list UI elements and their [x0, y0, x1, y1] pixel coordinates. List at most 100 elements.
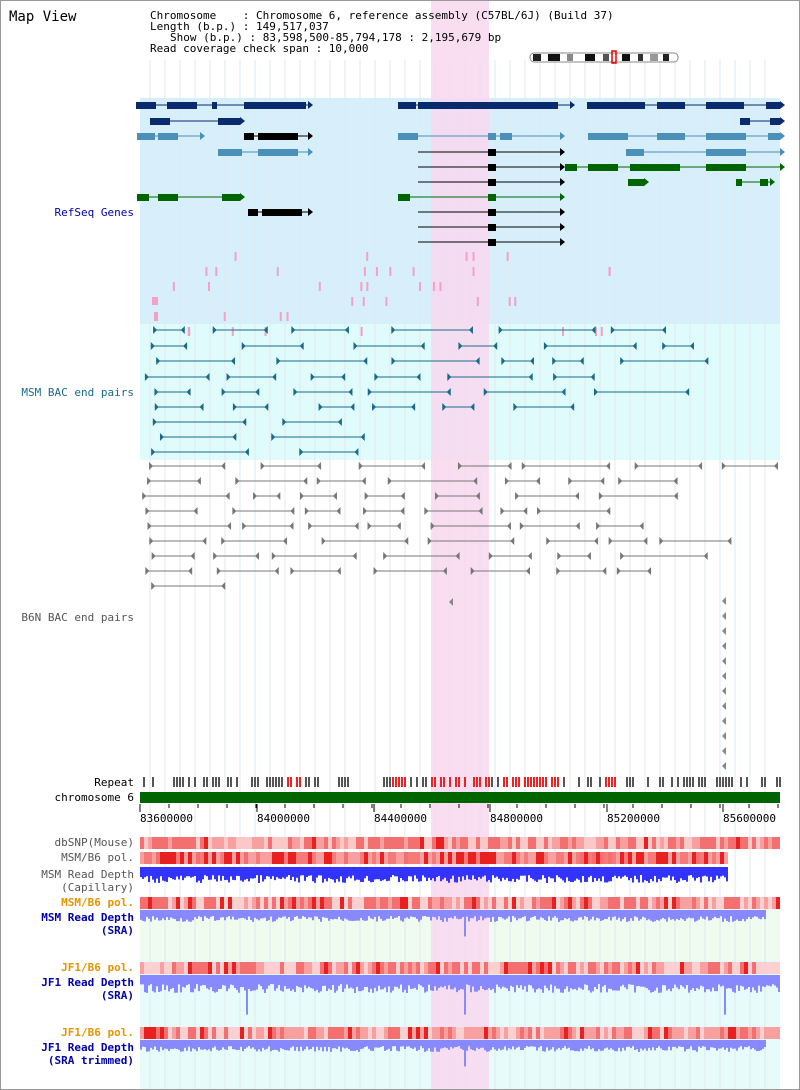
read-depth-bar [308, 910, 310, 918]
polymorphism-cell [336, 852, 340, 864]
read-depth-bar [656, 867, 658, 883]
read-depth-bar [142, 1040, 144, 1047]
read-depth-bar [388, 975, 390, 987]
read-depth-bar [166, 910, 168, 918]
read-depth-bar [302, 1040, 304, 1051]
repeat-mark [722, 777, 724, 787]
polymorphism-cell [176, 897, 180, 909]
polymorphism-cell [400, 837, 404, 849]
track-label-msm-bac[interactable]: MSM BAC end pairs [21, 386, 134, 399]
read-depth-bar [718, 975, 720, 985]
repeat-mark [338, 777, 340, 787]
polymorphism-cell [692, 852, 696, 864]
polymorphism-cell [552, 852, 556, 864]
gene-exon [768, 133, 780, 140]
read-depth-bar [602, 910, 604, 921]
read-depth-bar [254, 867, 256, 879]
read-depth-bar [514, 910, 516, 918]
polymorphism-cell [488, 962, 492, 974]
read-depth-bar [736, 1040, 738, 1051]
read-depth-bar [716, 1040, 718, 1051]
read-depth-bar [296, 867, 298, 878]
track-label-refseq[interactable]: RefSeq Genes [54, 206, 134, 219]
read-depth-bar [340, 867, 342, 877]
read-depth-bar [500, 975, 502, 989]
read-depth-bar [756, 1040, 758, 1052]
read-depth-bar [270, 867, 272, 879]
polymorphism-cell [356, 837, 360, 849]
read-depth-bar [394, 1040, 396, 1047]
polymorphism-cell [468, 837, 472, 849]
track-label-b6n-bac[interactable]: B6N BAC end pairs [21, 611, 134, 624]
polymorphism-cell [524, 962, 528, 974]
repeat-mark [179, 777, 181, 787]
polymorphism-cell [272, 897, 276, 909]
repeat-mark [599, 777, 601, 787]
read-depth-bar [610, 910, 612, 921]
read-depth-bar [476, 867, 478, 881]
polymorphism-cell [276, 852, 280, 864]
repeat-mark [503, 777, 505, 787]
read-depth-bar [256, 910, 258, 920]
polymorphism-cell [312, 962, 316, 974]
polymorphism-cell [280, 1027, 284, 1039]
polymorphism-cell [200, 962, 204, 974]
polymorphism-cell [576, 962, 580, 974]
read-depth-bar [468, 867, 470, 880]
repeat-mark [779, 777, 781, 787]
msm-bac-pair-end [610, 326, 615, 334]
read-depth-bar [314, 910, 316, 917]
read-depth-bar [314, 867, 316, 883]
read-depth-bar [684, 910, 686, 921]
polymorphism-cell [192, 852, 196, 864]
gene-arrow [560, 132, 565, 140]
read-depth-bar [350, 910, 352, 921]
repeat-mark [215, 777, 217, 787]
read-depth-bar [154, 910, 156, 920]
gene-exon [137, 194, 149, 201]
polymorphism-cell [600, 1027, 604, 1039]
read-depth-bar [254, 975, 256, 991]
read-depth-bar [486, 1040, 488, 1052]
read-depth-bar [180, 975, 182, 993]
read-depth-bar [774, 975, 776, 986]
polymorphism-cell [688, 852, 692, 864]
repeat-mark [740, 777, 742, 787]
b6n-bac-pair-end [400, 492, 405, 500]
msm-bac-pair-end [591, 326, 596, 334]
read-depth-bar [392, 910, 394, 920]
read-depth-bar [300, 867, 302, 876]
repeat-mark [290, 777, 292, 787]
polymorphism-cell [204, 1027, 208, 1039]
read-depth-bar [692, 975, 694, 989]
read-depth-bar [428, 975, 430, 985]
polymorphism-cell [192, 962, 196, 974]
msm-bac-pair-end [272, 373, 277, 381]
read-depth-bar [538, 910, 540, 920]
read-depth-bar [204, 867, 206, 876]
b6n-bac-end [722, 642, 726, 650]
read-depth-bar [702, 975, 704, 987]
track-label-msm-b6-pol-1: MSM/B6 pol. [61, 851, 134, 864]
msm-bac-pair-end [594, 388, 599, 396]
read-depth-bar [358, 910, 360, 921]
read-depth-bar [598, 1040, 600, 1050]
read-depth-bar [688, 975, 690, 993]
polymorphism-cell [472, 837, 476, 849]
read-depth-bar [672, 867, 674, 877]
read-depth-bar [720, 910, 722, 917]
read-depth-bar [202, 910, 204, 921]
read-depth-bar [714, 867, 716, 881]
read-depth-bar [404, 910, 406, 919]
read-depth-bar [372, 1040, 374, 1052]
repeat-mark [512, 777, 514, 787]
read-depth-bar [322, 910, 324, 917]
read-depth-bar [750, 910, 752, 920]
read-depth-bar [464, 867, 466, 880]
polymorphism-cell [628, 852, 632, 864]
polymorphism-cell [480, 962, 484, 974]
read-depth-bar [758, 910, 760, 919]
read-depth-bar [288, 867, 290, 876]
msm-bac-pair-end [363, 357, 368, 365]
